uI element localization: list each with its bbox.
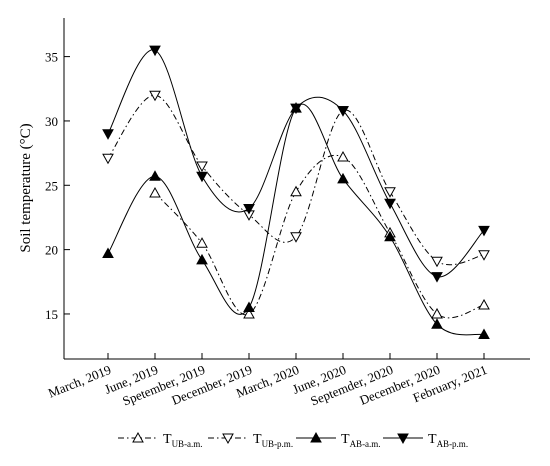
series-line-ub-am <box>154 154 485 319</box>
legend-marker <box>132 431 144 443</box>
data-point <box>196 253 208 265</box>
x-tick-label: March, 2019 <box>46 362 113 401</box>
data-point <box>384 187 396 198</box>
data-point <box>243 307 255 319</box>
data-point <box>290 232 302 243</box>
legend-marker <box>222 433 234 445</box>
y-axis-title: Soil temperature (°C) <box>18 123 34 252</box>
data-point <box>478 250 490 261</box>
legend-marker <box>310 431 322 443</box>
y-tick-label: 15 <box>45 307 58 322</box>
data-point <box>478 328 490 340</box>
data-point <box>149 90 161 102</box>
data-point <box>102 129 114 140</box>
data-point <box>431 272 443 283</box>
data-point <box>478 225 490 237</box>
data-point <box>337 106 349 117</box>
series-curves <box>107 49 485 336</box>
legend-label: TAB-a.m. <box>341 432 381 449</box>
y-tick-label: 35 <box>45 50 58 65</box>
legend: TUB-a.m. TUB-p.m. TAB-a.m. TAB-p.m. <box>118 431 468 449</box>
legend-label: TAB-p.m. <box>428 432 468 449</box>
series-line-ab-pm <box>107 49 485 278</box>
series-line-ab-am <box>107 103 485 336</box>
axes <box>63 18 530 360</box>
data-point <box>384 198 396 210</box>
data-point <box>102 247 114 258</box>
data-point <box>431 256 443 268</box>
legend-label: TUB-p.m. <box>253 432 293 449</box>
series-markers <box>102 45 490 340</box>
data-point <box>337 150 349 162</box>
data-point <box>196 237 208 248</box>
data-point <box>243 301 255 313</box>
data-point <box>149 45 161 57</box>
data-point <box>478 298 490 310</box>
data-point <box>149 170 161 181</box>
data-point <box>290 185 302 197</box>
y-tick-label: 20 <box>45 243 58 258</box>
data-point <box>196 161 208 173</box>
data-point <box>149 186 161 198</box>
data-point <box>337 172 349 184</box>
data-point <box>243 203 255 215</box>
data-point <box>431 307 443 319</box>
data-point <box>290 103 302 115</box>
legend-label: TUB-a.m. <box>163 432 203 449</box>
y-tick-label: 30 <box>45 114 58 129</box>
data-point <box>384 230 396 242</box>
legend-marker <box>397 433 409 445</box>
data-point <box>196 171 208 183</box>
data-point <box>102 153 114 165</box>
y-ticks: 15 20 25 30 35 <box>45 50 70 322</box>
y-tick-label: 25 <box>45 178 58 193</box>
data-point <box>431 318 443 329</box>
